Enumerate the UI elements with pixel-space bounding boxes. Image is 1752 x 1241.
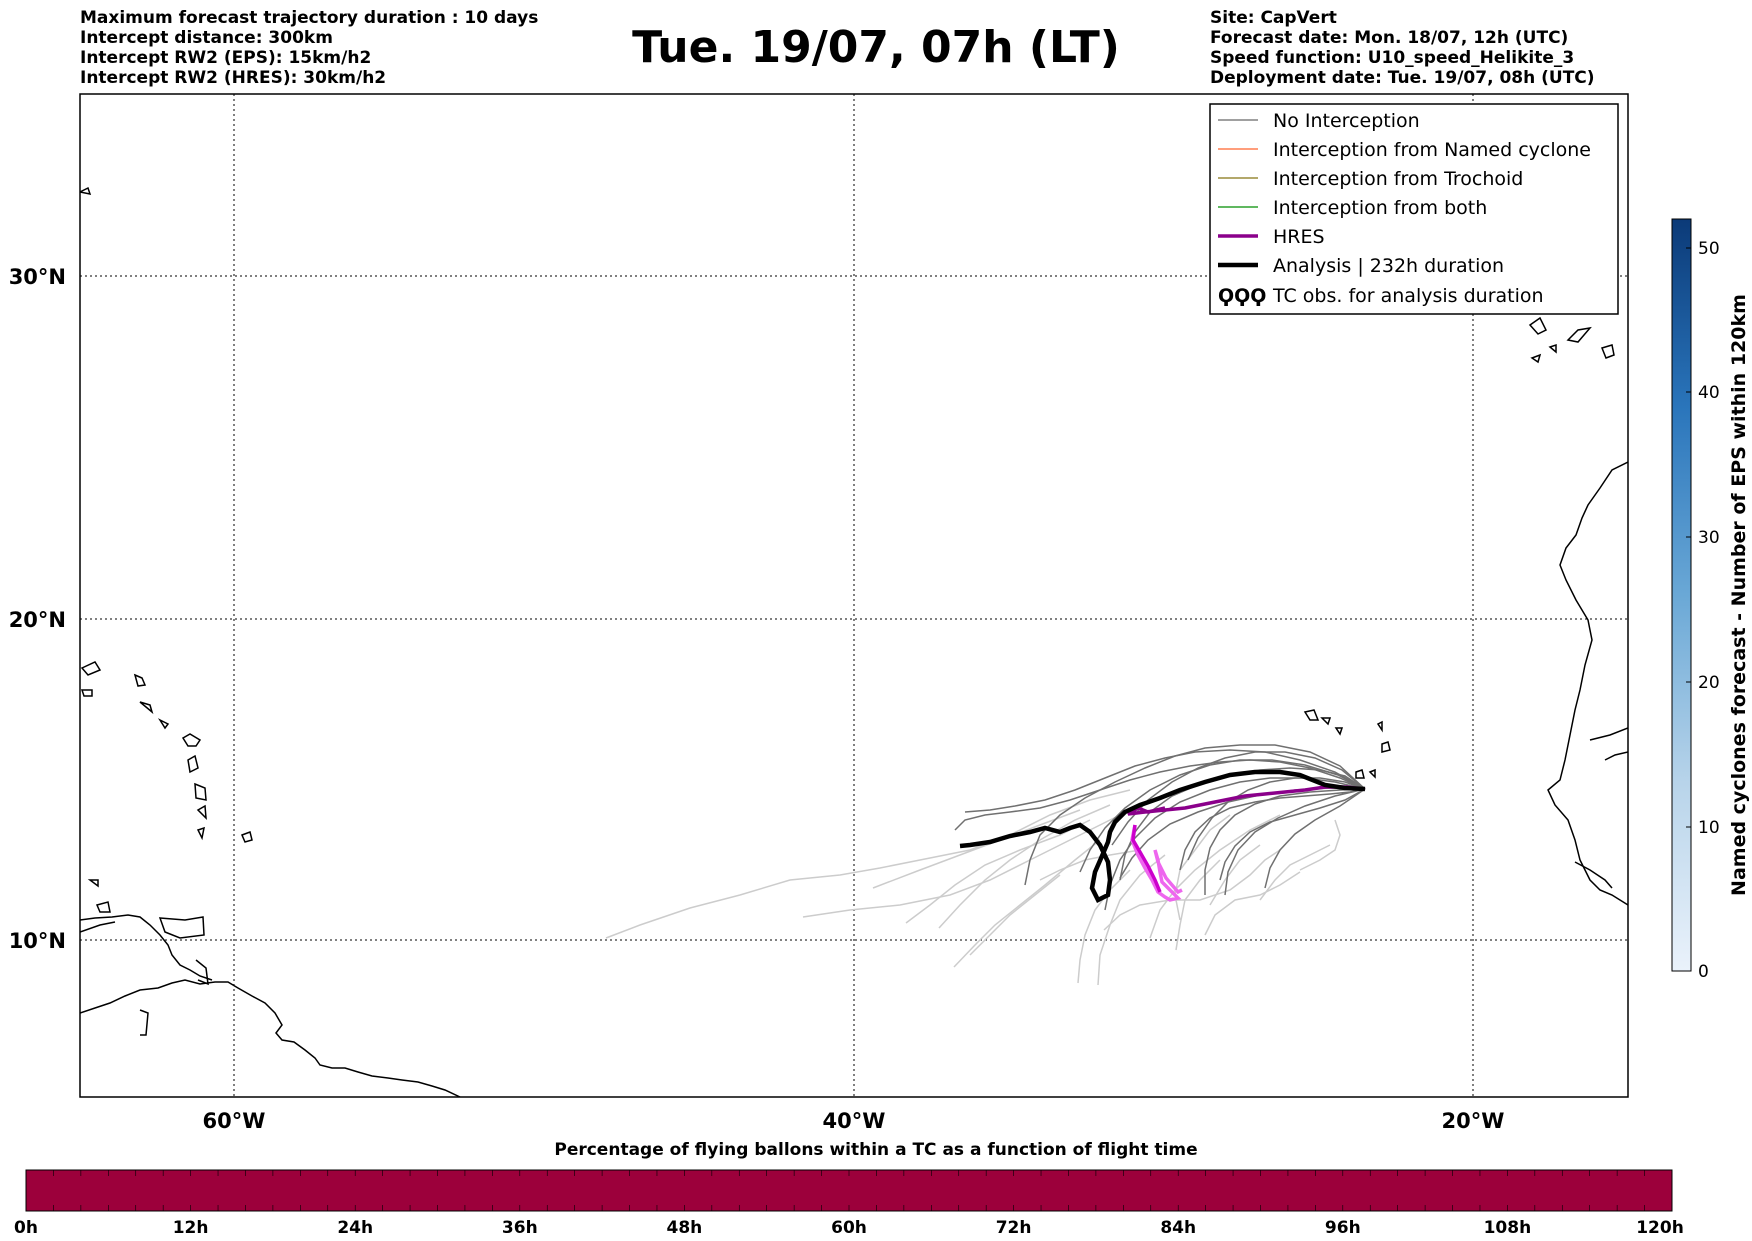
header-right-line: Deployment date: Tue. 19/07, 08h (UTC) [1210, 68, 1595, 88]
page-title: Tue. 19/07, 07h (LT) [632, 22, 1120, 73]
colorbar-ticks: 0 10 20 30 40 50 [1698, 239, 1720, 982]
lon-label: 40°W [823, 1109, 886, 1133]
legend-label: TC obs. for analysis duration [1272, 285, 1544, 307]
lat-label: 30°N [9, 265, 66, 289]
lat-labels: 30°N 20°N 10°N [9, 265, 66, 953]
lon-label: 20°W [1442, 1109, 1505, 1133]
header-right-line: Speed function: U10_speed_Helikite_3 [1210, 48, 1575, 68]
timeline-tick: 108h [1484, 1218, 1532, 1238]
coastlines [80, 186, 1628, 1097]
timeline-tick: 84h [1160, 1218, 1196, 1238]
tc-obs-symbol-icon: ϘϘϘ [1218, 285, 1266, 307]
legend-label: No Interception [1273, 110, 1420, 132]
hres-trajectory [1127, 785, 1366, 902]
timeline-caption: Percentage of flying ballons within a TC… [554, 1140, 1198, 1160]
legend-box [1209, 103, 1619, 315]
lat-label: 20°N [9, 608, 66, 632]
header-right-info: Site: CapVert Forecast date: Mon. 18/07,… [1210, 8, 1595, 88]
colorbar-tick: 30 [1698, 528, 1720, 548]
header-left-line: Intercept distance: 300km [80, 28, 333, 48]
timeline-tick: 72h [996, 1218, 1032, 1238]
colorbar-tick: 0 [1698, 962, 1709, 982]
header-left-line: Intercept RW2 (EPS): 15km/h2 [80, 48, 372, 68]
colorbar-gradient [1671, 218, 1692, 972]
header-left-line: Intercept RW2 (HRES): 30km/h2 [80, 68, 387, 88]
timeline-bar: 0h 12h 24h 36h 48h 60h 72h 84h 96h 108h … [14, 1169, 1684, 1238]
legend-label: Interception from both [1273, 197, 1487, 219]
colorbar-tick: 50 [1698, 239, 1720, 259]
header-left-info: Maximum forecast trajectory duration : 1… [80, 8, 538, 88]
legend-label: Interception from Trochoid [1273, 168, 1523, 190]
eps-trajectories-light [605, 789, 1341, 986]
colorbar: 0 10 20 30 40 50 Named cyclones forecast… [1671, 218, 1750, 982]
legend: No Interception Interception from Named … [1209, 103, 1619, 315]
colorbar-tick: 20 [1698, 673, 1720, 693]
timeline-minor-ticks [25, 1170, 1673, 1211]
timeline-tick: 12h [173, 1218, 209, 1238]
legend-label: Interception from Named cyclone [1273, 139, 1591, 161]
timeline-tick: 96h [1325, 1218, 1361, 1238]
timeline-tick: 60h [831, 1218, 867, 1238]
header-right-line: Site: CapVert [1210, 8, 1337, 28]
timeline-fill [25, 1169, 1673, 1212]
legend-label: Analysis | 232h duration [1273, 255, 1504, 277]
timeline-tick: 24h [337, 1218, 373, 1238]
lon-label: 60°W [203, 1109, 266, 1133]
lat-label: 10°N [9, 929, 66, 953]
timeline-tick: 48h [667, 1218, 703, 1238]
timeline-tick: 0h [14, 1218, 38, 1238]
legend-label: HRES [1273, 226, 1325, 248]
header-left-line: Maximum forecast trajectory duration : 1… [80, 8, 539, 28]
colorbar-tick: 40 [1698, 383, 1720, 403]
analysis-trajectory [959, 769, 1366, 904]
colorbar-label: Named cyclones forecast - Number of EPS … [1728, 294, 1750, 896]
header-right-line: Forecast date: Mon. 18/07, 12h (UTC) [1210, 28, 1569, 48]
timeline-tick: 120h [1636, 1218, 1684, 1238]
timeline-tick: 36h [502, 1218, 538, 1238]
timeline-ticks: 0h 12h 24h 36h 48h 60h 72h 84h 96h 108h … [14, 1218, 1684, 1238]
eps-trajectories-dark [954, 744, 1366, 911]
colorbar-tick: 10 [1698, 818, 1720, 838]
lon-labels: 60°W 40°W 20°W [203, 1109, 1505, 1133]
